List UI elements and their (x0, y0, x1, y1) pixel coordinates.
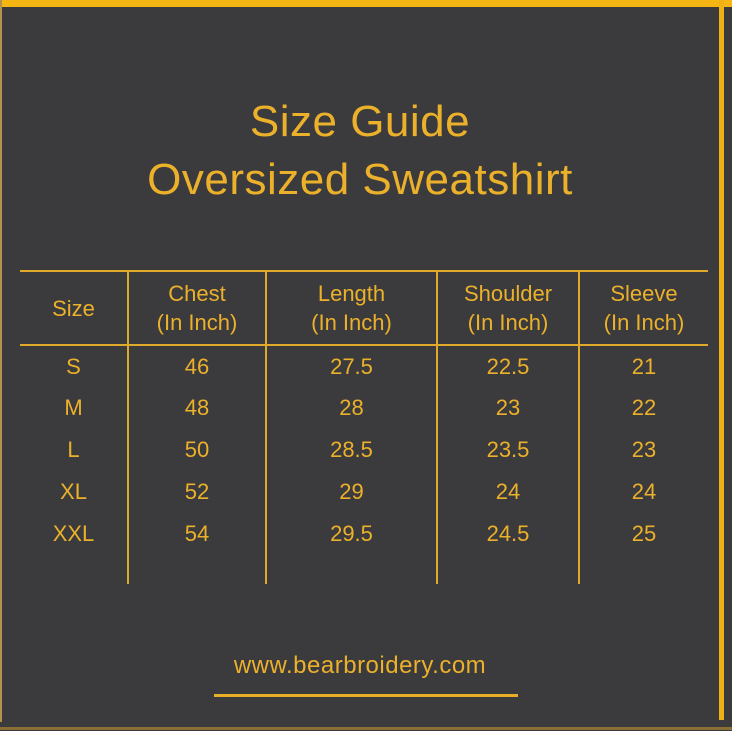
column-header-label: Sleeve (610, 281, 678, 306)
shoulder-cell: 24.5 (437, 513, 580, 555)
chest-cell: 50 (128, 429, 267, 471)
length-cell: 29 (266, 471, 438, 513)
title-line-2: Oversized Sweatshirt (147, 155, 573, 204)
header-row: Size Chest (In Inch) Length (In Inch) Sh… (20, 270, 708, 346)
shoulder-cell: 24 (437, 471, 580, 513)
shoulder-cell: 22.5 (437, 345, 580, 387)
title-line-1: Size Guide (249, 97, 471, 146)
column-header-unit: (In Inch) (603, 310, 685, 335)
size-label-cell: XL (20, 471, 129, 513)
page-title: Size Guide Oversized Sweatshirt (0, 93, 720, 209)
length-cell: 28.5 (266, 429, 438, 471)
frame-right-border (719, 0, 724, 720)
table-row-xl: XL 52 29 24 24 (20, 471, 708, 513)
shoulder-cell: 23 (437, 387, 580, 429)
sleeve-cell: 23 (631, 437, 657, 462)
divider-tail-cell (266, 555, 438, 584)
size-table-header: Size Chest (In Inch) Length (In Inch) Sh… (20, 270, 708, 346)
shoulder-cell: 23.5 (437, 429, 580, 471)
size-label-cell: S (20, 345, 129, 387)
footer-underline (214, 694, 518, 697)
table-divider-tail-row (20, 555, 708, 584)
chest-cell: 46 (128, 345, 267, 387)
size-label-cell: M (20, 387, 129, 429)
divider-tail-cell (20, 555, 129, 584)
size-label-cell: L (20, 429, 129, 471)
size-table: Size Chest (In Inch) Length (In Inch) Sh… (20, 270, 708, 584)
column-header-unit: (In Inch) (156, 310, 238, 335)
divider-tail-cell (128, 555, 267, 584)
column-header-unit: (In Inch) (311, 310, 392, 335)
sleeve-cell: 24 (631, 479, 657, 504)
website-url: www.bearbroidery.com (233, 652, 487, 679)
length-cell: 28 (266, 387, 438, 429)
length-cell: 29.5 (266, 513, 438, 555)
frame-bottom-border (0, 727, 732, 730)
sleeve-cell: 21 (631, 353, 657, 379)
column-header-size: Size (20, 270, 129, 346)
size-label-cell: XXL (20, 513, 129, 555)
sleeve-cell: 25 (631, 521, 657, 546)
table-row-s: S 46 27.5 22.5 21 (20, 345, 708, 387)
column-header-label: Length (317, 281, 386, 306)
frame-top-border (0, 0, 732, 7)
column-header-length: Length (In Inch) (266, 270, 438, 346)
column-header-label: Shoulder (463, 281, 553, 306)
length-cell: 27.5 (266, 345, 438, 387)
chest-cell: 54 (128, 513, 267, 555)
table-row-l: L 50 28.5 23.5 23 (20, 429, 708, 471)
chest-cell: 52 (128, 471, 267, 513)
divider-tail-cell (437, 555, 580, 584)
frame-left-border (0, 0, 2, 722)
size-table-body: S 46 27.5 22.5 21 M 48 28 23 22 L 50 28.… (20, 345, 708, 584)
column-header-chest: Chest (In Inch) (128, 270, 267, 346)
sleeve-cell: 22 (631, 395, 657, 420)
chest-cell: 48 (128, 387, 267, 429)
table-row-xxl: XXL 54 29.5 24.5 25 (20, 513, 708, 555)
table-row-m: M 48 28 23 22 (20, 387, 708, 429)
column-header-label: Chest (168, 281, 226, 306)
column-header-label: Size (52, 295, 95, 321)
divider-tail-cell (579, 555, 708, 584)
column-header-shoulder: Shoulder (In Inch) (437, 270, 580, 346)
column-header-unit: (In Inch) (467, 310, 549, 335)
column-header-sleeve: Sleeve (In Inch) (579, 270, 708, 346)
